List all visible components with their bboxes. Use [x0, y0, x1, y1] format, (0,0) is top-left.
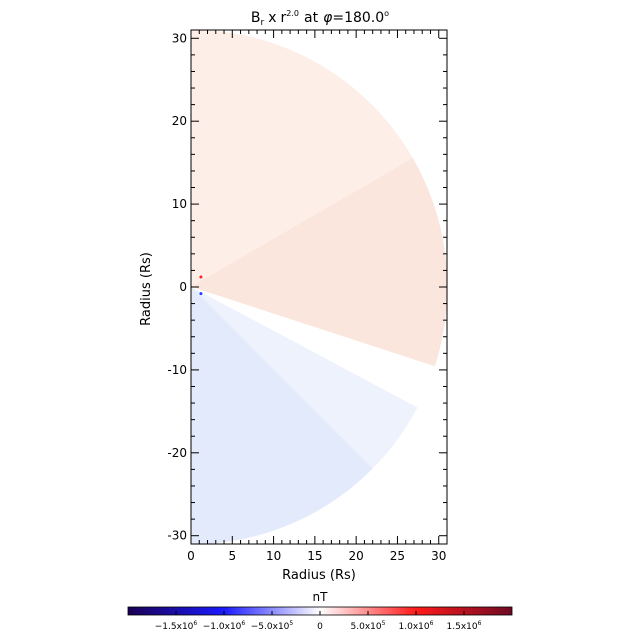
- field-wedge-4: [191, 286, 373, 544]
- x-tick-label: 0: [187, 549, 195, 563]
- colorbar-tick-label: −5.0x105: [251, 620, 294, 632]
- y-axis-label: Radius (Rs): [139, 252, 154, 326]
- x-tick-label: 20: [349, 549, 364, 563]
- y-tick-label: -10: [167, 363, 187, 377]
- x-axis-label: Radius (Rs): [282, 568, 356, 583]
- field-wedge-0: [191, 30, 414, 288]
- y-tick-label: 30: [172, 31, 187, 45]
- chart-title: Br x r2.0 at φ=180.0o: [251, 9, 389, 28]
- axis-ticks: 0 5 10 15 20 25 30 -30 -20 -10 0 10 20 30: [167, 30, 448, 563]
- x-tick-label: 25: [390, 549, 405, 563]
- origin-positive-mark: [199, 275, 203, 279]
- colorbar-tick-label: 1.0x106: [399, 620, 434, 632]
- x-tick-label: 5: [228, 549, 236, 563]
- colorbar-ticks: −1.5x106 −1.0x106 −5.0x105 0 5.0x105 1.0x106 1…: [155, 611, 482, 632]
- field-wedge-3: [191, 286, 418, 470]
- x-tick-label: 30: [431, 549, 446, 563]
- colorbar-tick-label: −1.0x106: [203, 620, 246, 632]
- colorbar-label: nT: [313, 590, 329, 604]
- y-tick-label: 20: [172, 114, 187, 128]
- y-tick-label: -20: [167, 446, 187, 460]
- field-map: [191, 30, 447, 544]
- field-wedge-1: [191, 158, 447, 367]
- origin-negative-mark: [199, 292, 203, 296]
- colorbar-tick-label: 1.5x106: [447, 620, 482, 632]
- x-tick-label: 10: [266, 549, 281, 563]
- x-tick-label: 15: [307, 549, 322, 563]
- y-tick-label: 10: [172, 197, 187, 211]
- field-wedge-2: [191, 286, 435, 409]
- colorbar-tick-label: 0: [317, 622, 323, 632]
- colorbar-tick-label: 5.0x105: [351, 620, 386, 632]
- y-tick-label: -30: [167, 529, 187, 543]
- colorbar-tick-label: −1.5x106: [155, 620, 198, 632]
- y-tick-label: 0: [179, 280, 187, 294]
